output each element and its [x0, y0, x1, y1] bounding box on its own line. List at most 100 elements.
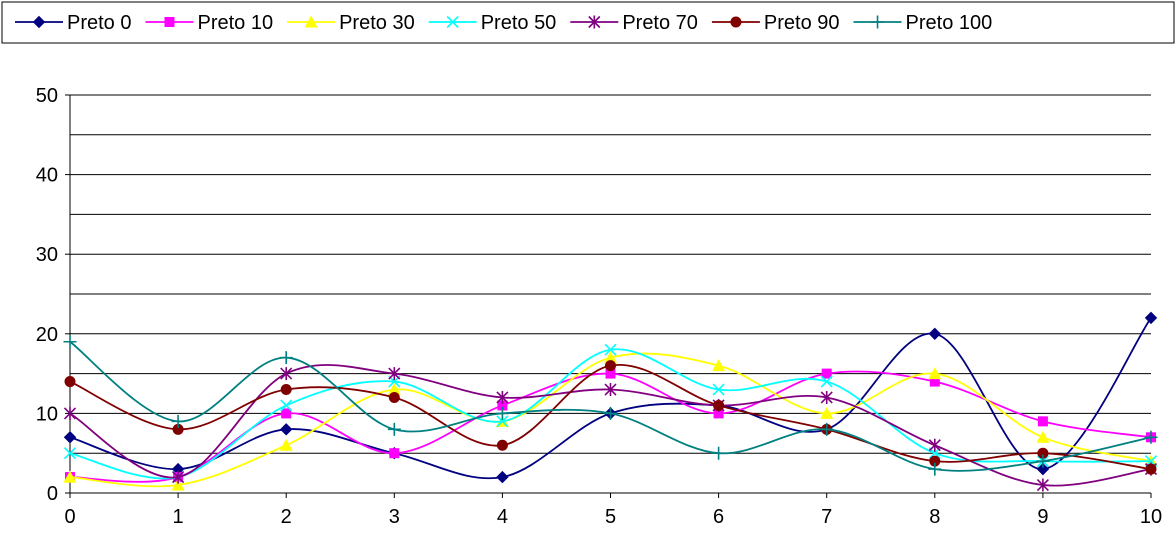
x-tick-label: 4: [497, 506, 508, 528]
data-point: [63, 335, 77, 349]
data-point: [1036, 478, 1049, 492]
legend-label: Preto 50: [481, 12, 557, 34]
series-line: [69, 341, 1152, 472]
data-point: [1144, 430, 1158, 444]
legend-item: Preto 50: [428, 12, 557, 34]
x-tick-label: 10: [1140, 506, 1162, 528]
data-point: [63, 406, 77, 420]
axes: [65, 94, 1152, 498]
x-tick-label: 8: [929, 506, 940, 528]
data-point: [928, 367, 942, 380]
x-tick-label: 9: [1037, 506, 1048, 528]
legend-marker: [730, 16, 742, 28]
data-point: [279, 351, 293, 365]
data-point: [929, 455, 941, 467]
data-point: [387, 422, 401, 436]
data-point: [712, 383, 725, 396]
data-point: [604, 383, 617, 397]
data-point: [821, 368, 832, 379]
data-point: [928, 327, 942, 341]
legend-label: Preto 10: [197, 12, 273, 34]
data-point: [280, 384, 292, 396]
data-point: [279, 438, 293, 451]
legend-item: Preto 10: [145, 12, 273, 34]
data-point: [496, 470, 509, 484]
series-line: [69, 364, 1152, 487]
data-point: [713, 399, 725, 411]
legend: Preto 0 Preto 10 Preto 30 Preto 50 Preto 70 P…: [1, 1, 1175, 44]
data-point: [1037, 416, 1048, 427]
data-point: [63, 447, 77, 460]
legend-item: Preto 70: [570, 12, 698, 34]
data-point: [63, 470, 77, 483]
data-point: [279, 423, 293, 436]
tick-labels: 0 10 20 30 40 50 0 1 2 3 4 5 6 7 8 9 10: [36, 85, 1162, 528]
legend-marker: [446, 15, 459, 29]
data-point: [63, 431, 77, 444]
data-point: [1037, 447, 1049, 459]
data-point: [605, 368, 616, 379]
data-point: [172, 423, 184, 435]
data-point: [605, 360, 616, 372]
data-point: [712, 359, 726, 372]
legend-marker: [588, 15, 601, 29]
data-point: [389, 448, 400, 459]
x-tick-label: 1: [173, 506, 184, 528]
legend-item: Preto 30: [287, 12, 415, 34]
legend-label: Preto 0: [67, 12, 131, 34]
legend-item: Preto 0: [15, 12, 131, 34]
legend-label: Preto 100: [906, 12, 993, 34]
data-point: [928, 438, 941, 452]
y-tick-label: 40: [36, 165, 58, 187]
legend-item: Preto 90: [711, 12, 840, 34]
data-point: [820, 375, 833, 388]
data-point: [1036, 430, 1050, 443]
data-point: [496, 415, 509, 428]
data-point: [280, 367, 293, 381]
data-point: [388, 391, 400, 403]
legend-label: Preto 70: [622, 12, 698, 34]
series-line: [69, 363, 1152, 471]
legend-marker: [32, 15, 46, 29]
data-point: [171, 478, 185, 491]
x-tick-label: 6: [713, 506, 724, 528]
y-tick-label: 20: [36, 324, 58, 346]
data-point: [604, 406, 617, 420]
data-point: [387, 383, 401, 396]
data-point: [820, 390, 833, 404]
data-point: [280, 399, 293, 412]
legend-marker: [304, 15, 318, 28]
x-tick-label: 0: [64, 506, 75, 528]
data-point: [820, 422, 834, 436]
y-tick-label: 50: [36, 85, 58, 107]
data-point: [64, 376, 76, 388]
legend-label: Preto 90: [764, 12, 840, 34]
data-point: [604, 343, 617, 356]
y-tick-label: 0: [47, 483, 58, 505]
y-tick-label: 10: [36, 403, 58, 425]
data-point: [820, 406, 834, 419]
data-point: [712, 446, 726, 460]
legend-label: Preto 30: [339, 12, 415, 34]
data-point: [928, 462, 942, 476]
data-point: [171, 414, 185, 428]
series-preto-100: [63, 335, 1158, 476]
x-tick-label: 3: [389, 506, 400, 528]
data-point: [172, 470, 185, 484]
data-point: [1145, 463, 1157, 475]
data-point: [1144, 311, 1158, 325]
series-preto-70: [63, 364, 1158, 492]
series-preto-90: [64, 360, 1157, 475]
x-tick-label: 7: [821, 506, 832, 528]
gridlines: [70, 94, 1151, 454]
data-point: [1036, 462, 1050, 476]
data-point: [929, 376, 940, 387]
data-point: [497, 400, 508, 411]
legend-marker: [164, 17, 175, 27]
data-point: [495, 406, 509, 420]
legend-item: Preto 100: [853, 12, 993, 34]
x-tick-label: 2: [281, 506, 292, 528]
legend-marker: [871, 15, 885, 29]
data-point: [496, 439, 508, 451]
